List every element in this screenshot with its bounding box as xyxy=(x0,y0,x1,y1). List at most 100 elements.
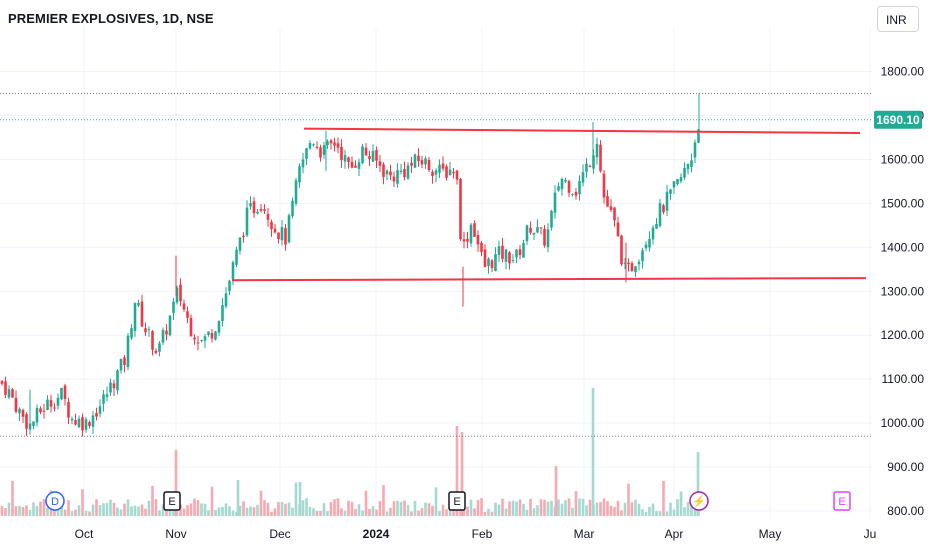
candle-body xyxy=(613,207,616,221)
candle-body xyxy=(196,342,200,344)
volume-bar xyxy=(588,499,592,516)
candle-body xyxy=(536,227,539,233)
candle-body xyxy=(441,163,445,169)
y-tick-label: 1200.00 xyxy=(881,328,925,342)
candle-body xyxy=(95,412,98,417)
last-price-label: 1690.10 xyxy=(874,110,922,129)
candle-body xyxy=(105,394,109,397)
volume-bar xyxy=(424,502,427,516)
volume-bar xyxy=(480,498,483,516)
volume-bar xyxy=(476,500,480,516)
candle-body xyxy=(508,252,511,264)
volume-bar xyxy=(382,485,385,516)
candle-body xyxy=(186,311,189,318)
event-marker-label: E xyxy=(838,496,845,508)
volume-bar xyxy=(494,502,497,516)
candle-body xyxy=(4,381,7,395)
volume-bar xyxy=(634,499,637,516)
candle-body xyxy=(284,228,287,245)
volume-bar xyxy=(42,499,46,516)
volume-bar xyxy=(224,503,228,516)
candle-body xyxy=(406,165,410,179)
y-tick-label: 1400.00 xyxy=(881,240,925,254)
currency-selector[interactable]: INR xyxy=(877,6,919,32)
last-price-text: 1690.10 xyxy=(876,113,920,127)
grid-lines xyxy=(0,28,872,520)
volume-bar xyxy=(158,510,161,516)
volume-bar xyxy=(109,499,112,516)
candle-body xyxy=(690,160,693,167)
volume-bar xyxy=(56,510,60,516)
volume-bar xyxy=(284,503,287,516)
volume-bar xyxy=(371,506,375,516)
candle-body xyxy=(396,170,399,184)
volume-bar xyxy=(399,502,403,516)
candle-body xyxy=(354,165,357,168)
candle-body xyxy=(641,250,644,262)
candle-body xyxy=(382,164,385,177)
candle-body xyxy=(459,178,462,240)
y-tick-label: 1100.00 xyxy=(882,372,925,386)
candle-body xyxy=(637,261,641,265)
candle-body xyxy=(574,191,578,196)
candle-body xyxy=(319,147,322,158)
candle-body xyxy=(420,160,424,165)
volume-bar xyxy=(392,501,396,516)
candle-body xyxy=(81,417,84,431)
volume-bar xyxy=(154,499,158,516)
volume-bar xyxy=(70,511,74,516)
volume-bar xyxy=(182,508,186,516)
candle-body xyxy=(462,239,466,242)
volume-bar xyxy=(308,506,312,516)
volume-bar xyxy=(35,505,39,516)
candlesticks xyxy=(0,93,700,437)
candle-body xyxy=(217,321,221,333)
volume-bar xyxy=(567,498,571,516)
candle-body xyxy=(70,418,74,421)
volume-bar xyxy=(123,503,126,516)
volume-bar xyxy=(637,503,641,516)
candle-body xyxy=(63,385,67,399)
candle-body xyxy=(518,249,522,256)
event-marker-label: E xyxy=(453,496,460,508)
candle-body xyxy=(616,222,620,237)
volume-bar xyxy=(63,509,67,516)
volume-bar xyxy=(501,498,504,516)
y-tick-label: 800.00 xyxy=(887,504,924,518)
volume-bar xyxy=(539,499,543,516)
candle-body xyxy=(189,317,193,337)
volume-bar xyxy=(196,500,200,516)
candle-body xyxy=(256,211,259,214)
volume-bar xyxy=(130,506,133,516)
resistance-trendline xyxy=(303,127,861,135)
volume-bar xyxy=(287,502,291,516)
volume-bar xyxy=(249,506,252,516)
event-markers: D E E ⚡ E xyxy=(45,491,851,511)
candle-body xyxy=(564,179,567,182)
event-marker-label: D xyxy=(51,496,59,508)
candle-body xyxy=(515,249,518,258)
candle-body xyxy=(53,407,56,409)
y-tick-label: 1300.00 xyxy=(881,284,925,298)
volume-bar xyxy=(242,501,245,516)
volume-bar xyxy=(140,504,144,516)
candle-body xyxy=(25,414,28,429)
candle-body xyxy=(116,370,119,391)
candle-body xyxy=(413,154,417,168)
candle-body xyxy=(350,161,354,168)
candle-body xyxy=(651,227,655,240)
y-tick-label: 1500.00 xyxy=(881,196,925,210)
volume-bar xyxy=(578,498,581,516)
volume-bar xyxy=(543,499,546,516)
candle-body xyxy=(133,303,137,332)
volume-bar xyxy=(207,510,210,516)
candle-body xyxy=(130,328,133,338)
volume-bar xyxy=(515,501,518,516)
volume-bar xyxy=(431,505,434,516)
candle-body xyxy=(84,419,88,430)
volume-bar xyxy=(522,503,525,516)
candle-body xyxy=(252,201,256,214)
volume-bar xyxy=(564,500,567,516)
volume-bar xyxy=(91,504,95,516)
